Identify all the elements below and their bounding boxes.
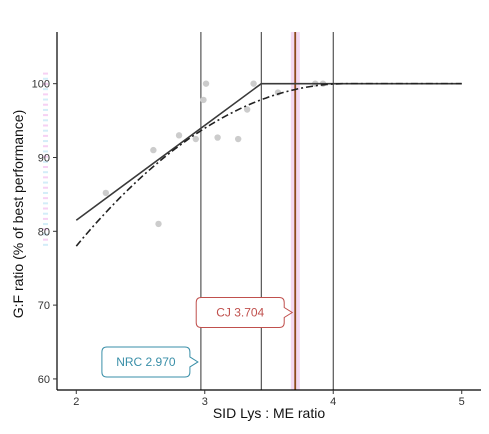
annotation-callout-0 — [195, 296, 294, 328]
axes: 2 3 4 5 60 70 80 90 100 — [32, 32, 481, 408]
margin-marker — [43, 202, 48, 205]
y-tick-label: 90 — [38, 152, 50, 164]
x-tick-label: 3 — [202, 396, 208, 408]
margin-marker — [43, 140, 48, 143]
data-point — [243, 106, 251, 113]
y-tick-label: 70 — [38, 300, 50, 312]
margin-marker — [43, 223, 48, 226]
x-tick-label: 4 — [330, 396, 336, 408]
fit-lines — [75, 82, 462, 247]
broken-line-fit — [75, 82, 462, 221]
x-tick-label: 5 — [459, 396, 465, 408]
data-point — [250, 80, 257, 87]
margin-marker — [43, 150, 48, 153]
margin-marker — [43, 72, 48, 75]
margin-marker — [43, 88, 48, 91]
margin-marker — [43, 176, 48, 179]
margin-marker — [43, 207, 48, 210]
data-point — [200, 96, 207, 104]
data-point — [175, 132, 183, 139]
data-point — [102, 189, 110, 197]
margin-marker — [43, 171, 48, 174]
annotation-label-1: NRC 2.970 — [116, 355, 176, 369]
margin-marker — [43, 145, 48, 148]
data-point — [214, 134, 221, 141]
margin-marker — [43, 119, 48, 122]
margin-marker — [43, 93, 48, 96]
margin-marker — [43, 233, 48, 236]
data-point — [155, 220, 162, 228]
margin-marker — [43, 114, 48, 117]
margin-marker — [43, 166, 48, 169]
data-point — [234, 135, 242, 143]
annotation-label-0: CJ 3.704 — [216, 305, 264, 319]
margin-marker — [43, 124, 48, 127]
data-point — [150, 146, 157, 154]
annotations: CJ 3.704 NRC 2.970 — [101, 296, 294, 378]
margin-marker — [43, 186, 48, 189]
y-tick-label: 60 — [38, 374, 50, 386]
annotation-callout-1 — [101, 346, 199, 378]
x-tick-label: 2 — [73, 396, 79, 408]
margin-marker — [43, 77, 48, 80]
margin-marker — [43, 197, 48, 200]
margin-marker — [43, 228, 48, 231]
y-tick-label: 80 — [38, 226, 50, 238]
margin-marker — [43, 155, 48, 158]
margin-marker — [43, 129, 48, 132]
margin-marker — [43, 160, 48, 163]
margin-marker — [43, 243, 48, 246]
margin-marker — [43, 108, 48, 111]
data-point — [192, 135, 199, 143]
margin-marker — [43, 103, 48, 106]
margin-marker — [43, 134, 48, 137]
margin-marker — [43, 181, 48, 184]
margin-marker — [43, 212, 48, 215]
margin-marker — [43, 98, 48, 101]
data-point — [202, 80, 210, 87]
margin-marker — [43, 217, 48, 220]
margin-marker — [43, 82, 48, 85]
reference-lines — [200, 32, 334, 390]
y-axis-title: G:F ratio (% of best performance) — [10, 110, 26, 319]
x-axis-title: SID Lys : ME ratio — [213, 405, 326, 421]
left-margin-markers — [43, 72, 48, 246]
y-tick-label: 100 — [32, 79, 50, 91]
margin-marker — [43, 238, 48, 241]
quadratic-fit-curve — [75, 82, 462, 247]
margin-marker — [43, 191, 48, 194]
